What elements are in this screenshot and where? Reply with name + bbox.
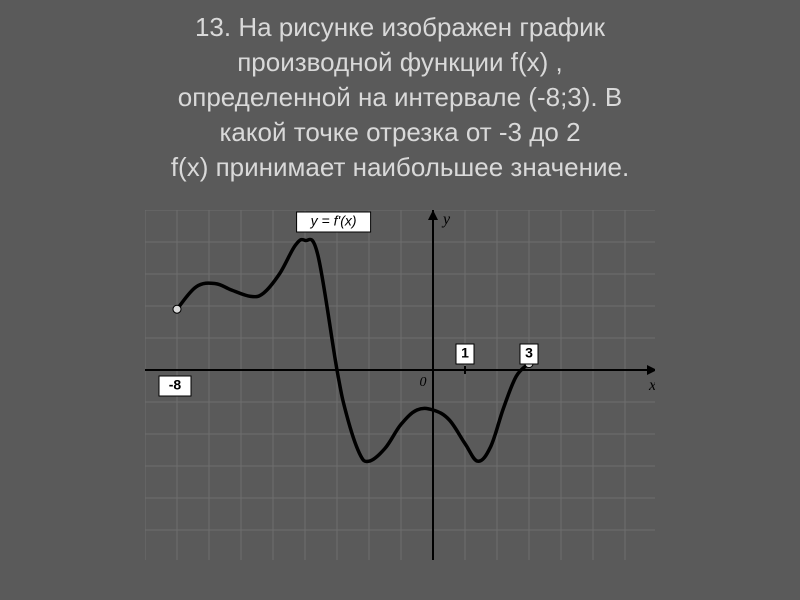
- svg-text:y: y: [441, 211, 451, 228]
- svg-text:1: 1: [461, 345, 469, 361]
- title-line-3: определенной на интервале (-8;3). В: [40, 80, 760, 115]
- svg-text:y = f'(x): y = f'(x): [310, 213, 357, 229]
- svg-text:3: 3: [525, 345, 533, 361]
- slide: 13. На рисунке изображен график производ…: [0, 0, 800, 600]
- title-line-5: f(x) принимает наибольшее значение.: [40, 150, 760, 185]
- chart-svg: y = f'(x) -8 1 3 0 x y: [145, 210, 655, 560]
- title-line-2: производной функции f(x) ,: [40, 45, 760, 80]
- svg-text:x: x: [648, 377, 655, 394]
- problem-title: 13. На рисунке изображен график производ…: [40, 10, 760, 185]
- title-line-4: какой точке отрезка от -3 до 2: [40, 115, 760, 150]
- title-line-1: 13. На рисунке изображен график: [40, 10, 760, 45]
- svg-text:-8: -8: [169, 377, 182, 393]
- svg-text:0: 0: [420, 375, 427, 390]
- derivative-chart: y = f'(x) -8 1 3 0 x y: [145, 210, 655, 560]
